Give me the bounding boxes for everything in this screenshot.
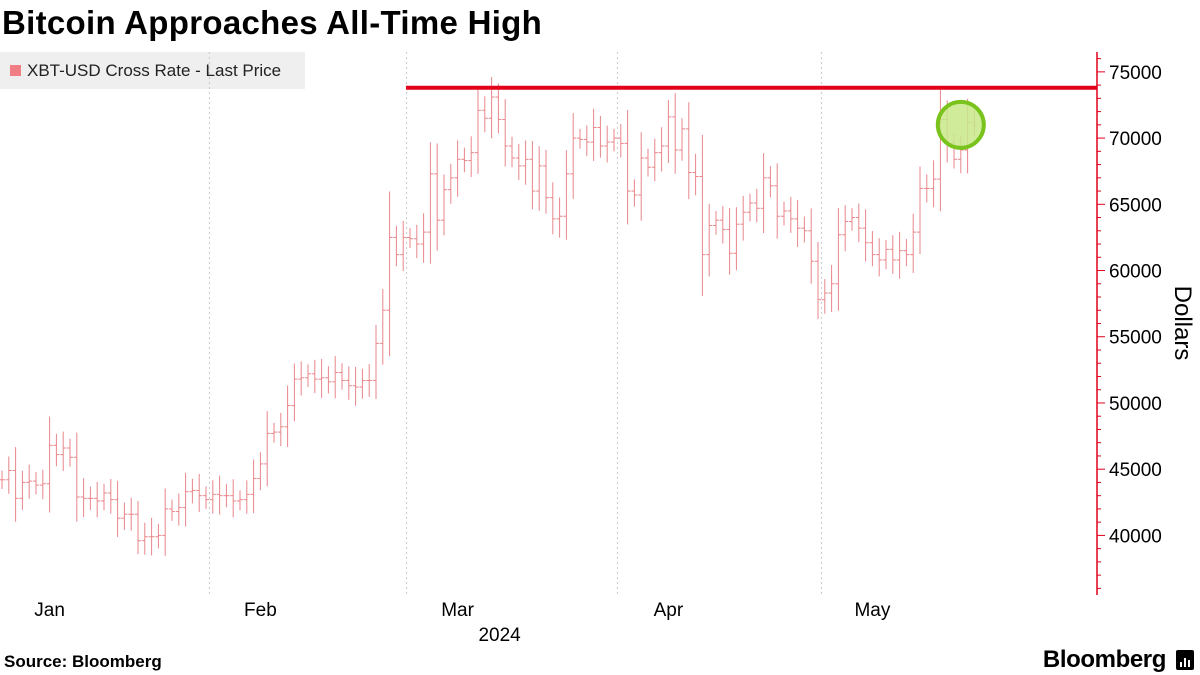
y-tick-label: 65000 [1109,195,1162,216]
y-tick-label: 70000 [1109,129,1162,150]
legend-label: XBT-USD Cross Rate - Last Price [27,60,282,80]
x-tick-label: Mar [441,600,474,621]
y-tick-label: 60000 [1109,262,1162,283]
y-tick-label: 75000 [1109,63,1162,84]
y-tick-label: 50000 [1109,394,1162,415]
x-tick-label: Feb [244,600,277,621]
source-note: Source: Bloomberg [4,652,162,671]
legend-swatch [10,65,21,76]
x-tick-label: Apr [654,600,684,621]
y-tick-label: 40000 [1109,526,1162,547]
x-tick-label: May [854,600,890,621]
y-axis-title: Dollars [1169,286,1196,361]
legend: XBT-USD Cross Rate - Last Price [0,52,305,89]
x-tick-label: Jan [34,600,65,621]
latest-price-highlight-circle [935,99,986,150]
bloomberg-logo-icon [1176,650,1194,670]
bloomberg-logo: Bloomberg [1042,646,1166,673]
y-tick-label: 55000 [1109,328,1162,349]
y-tick-label: 45000 [1109,460,1162,481]
chart-title: Bitcoin Approaches All-Time High [2,4,543,41]
x-axis-year-label: 2024 [478,625,521,646]
